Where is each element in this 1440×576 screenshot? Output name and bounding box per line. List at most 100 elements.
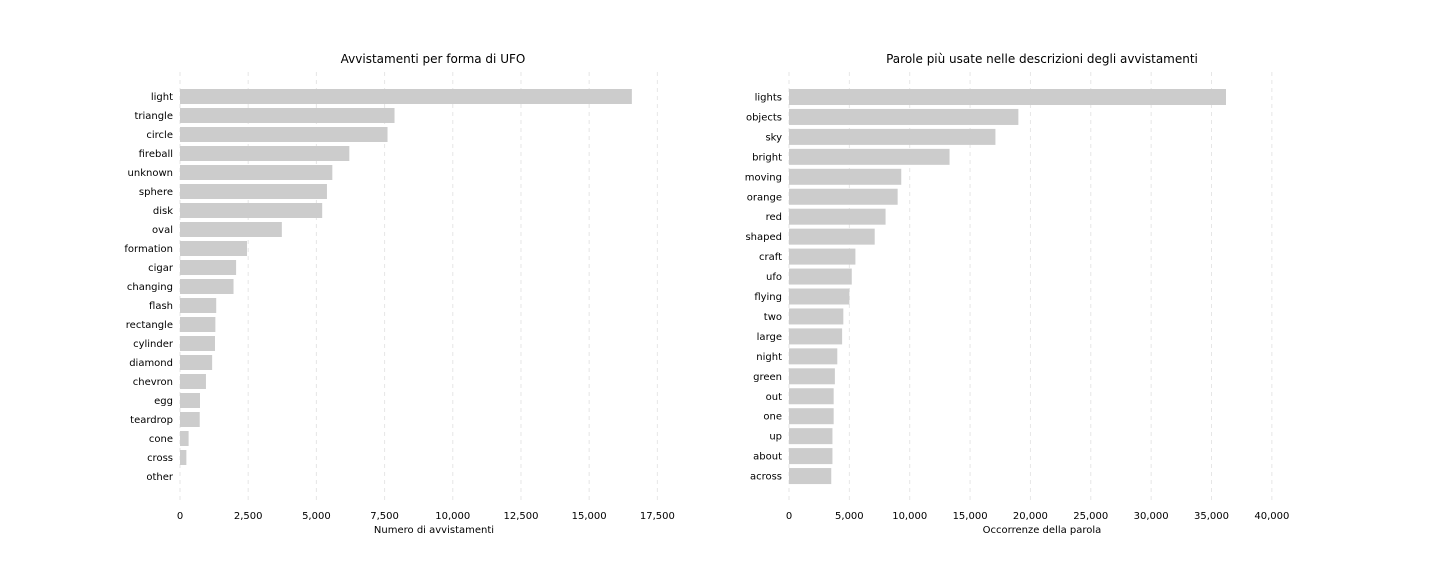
category-label: formation	[124, 244, 173, 255]
chart-title: Avvistamenti per forma di UFO	[341, 52, 526, 66]
bar	[180, 184, 327, 199]
bar	[180, 431, 189, 446]
bar	[180, 241, 248, 256]
category-label: cigar	[148, 263, 174, 274]
category-label: objects	[746, 112, 782, 123]
x-tick-label: 10,000	[892, 511, 927, 522]
shape-chart: Avvistamenti per forma di UFO light trian…	[124, 52, 674, 536]
category-label: light	[151, 92, 173, 103]
x-tick-label: 20,000	[1013, 511, 1048, 522]
x-tick-label: 15,000	[572, 511, 607, 522]
category-label: disk	[153, 206, 173, 217]
x-tick-label: 7,500	[370, 511, 399, 522]
category-label: across	[750, 472, 782, 483]
category-label: red	[766, 212, 782, 223]
category-label: changing	[127, 282, 173, 293]
bar	[180, 146, 350, 161]
category-label: sphere	[139, 187, 173, 198]
category-label: craft	[759, 252, 782, 263]
bar	[789, 108, 1019, 125]
x-tick-label: 0	[177, 511, 183, 522]
category-label: up	[769, 432, 782, 443]
x-tick-label: 15,000	[953, 511, 988, 522]
bar	[789, 328, 843, 345]
category-label: ufo	[766, 272, 782, 283]
category-label: out	[766, 392, 782, 403]
bar	[180, 450, 187, 465]
bar	[789, 368, 835, 385]
category-label: diamond	[129, 358, 173, 369]
x-tick-label: 25,000	[1073, 511, 1108, 522]
category-label: night	[756, 352, 782, 363]
x-axis-label: Numero di avvistamenti	[374, 525, 494, 536]
bar	[180, 336, 215, 351]
bar	[180, 260, 237, 275]
category-label: egg	[154, 396, 173, 407]
bar	[180, 89, 632, 104]
category-label: other	[146, 472, 174, 483]
bar	[789, 188, 898, 205]
category-label: oval	[152, 225, 173, 236]
x-tick-label: 12,500	[503, 511, 538, 522]
x-tick-label: 17,500	[640, 511, 675, 522]
bar	[789, 448, 833, 465]
bar	[789, 208, 886, 225]
category-label: one	[763, 412, 782, 423]
bar	[180, 412, 200, 427]
bar	[180, 374, 206, 389]
x-tick-label: 0	[786, 511, 792, 522]
x-tick-label: 40,000	[1254, 511, 1289, 522]
category-label: cylinder	[133, 339, 174, 350]
category-label: flash	[149, 301, 173, 312]
category-label: orange	[747, 192, 782, 203]
category-label: circle	[146, 130, 173, 141]
x-tick-label: 35,000	[1194, 511, 1229, 522]
bar	[789, 128, 996, 145]
bar	[789, 308, 844, 325]
category-label: shaped	[745, 232, 782, 243]
x-tick-label: 5,000	[835, 511, 864, 522]
bar	[789, 288, 850, 305]
bar	[789, 348, 838, 365]
category-label: large	[757, 332, 782, 343]
category-label: moving	[745, 172, 782, 183]
category-label: cross	[147, 453, 173, 464]
bar	[180, 127, 388, 142]
bar	[180, 108, 395, 123]
bar	[180, 222, 282, 237]
chart-title: Parole più usate nelle descrizioni degli…	[886, 52, 1198, 66]
bar	[789, 388, 834, 405]
category-label: rectangle	[126, 320, 173, 331]
category-label: green	[753, 372, 782, 383]
bar	[789, 89, 1226, 105]
category-label: two	[764, 312, 782, 323]
category-label: unknown	[128, 168, 173, 179]
category-label: fireball	[139, 149, 173, 160]
bar	[180, 279, 234, 294]
category-label: chevron	[133, 377, 173, 388]
x-tick-label: 10,000	[435, 511, 470, 522]
bar	[789, 428, 833, 445]
category-label: triangle	[134, 111, 173, 122]
category-label: flying	[754, 292, 782, 303]
x-tick-label: 30,000	[1134, 511, 1169, 522]
category-label: sky	[765, 132, 782, 143]
bar	[789, 268, 852, 285]
bar	[789, 228, 875, 245]
bar	[180, 203, 323, 218]
x-tick-label: 2,500	[234, 511, 263, 522]
bar	[180, 165, 333, 180]
bar	[789, 468, 832, 485]
words-chart: Parole più usate nelle descrizioni degli…	[745, 52, 1290, 536]
bar	[180, 317, 216, 332]
bar	[180, 355, 213, 370]
bar	[789, 408, 834, 425]
category-label: lights	[755, 93, 782, 104]
category-label: about	[753, 452, 782, 463]
bar	[789, 148, 950, 165]
category-label: cone	[149, 434, 173, 445]
x-tick-label: 5,000	[302, 511, 331, 522]
bar	[789, 168, 902, 185]
category-label: bright	[752, 152, 782, 163]
